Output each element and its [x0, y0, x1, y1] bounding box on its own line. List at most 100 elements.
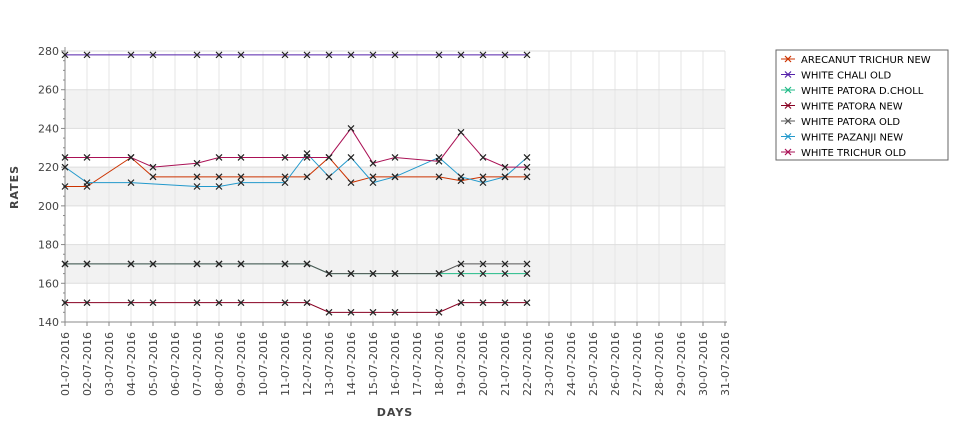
data-point [193, 51, 201, 59]
data-point [127, 260, 135, 268]
data-point [457, 173, 465, 181]
data-point [501, 299, 509, 307]
data-point [61, 51, 69, 59]
data-point [325, 270, 333, 278]
x-tick-label: 09-07-2016 [235, 332, 248, 396]
data-point [479, 154, 487, 161]
y-tick-label: 280 [38, 45, 59, 58]
x-axis-label: DAYS [377, 406, 413, 419]
data-point [281, 260, 289, 268]
data-point [523, 163, 531, 171]
data-point [391, 308, 399, 316]
y-tick-label: 220 [38, 161, 59, 174]
data-point [369, 308, 377, 316]
data-point [127, 51, 135, 59]
data-point [347, 308, 355, 316]
x-tick-label: 11-07-2016 [279, 332, 292, 396]
legend-swatch-marker [784, 86, 792, 94]
x-tick-label: 12-07-2016 [301, 332, 314, 396]
data-point [61, 260, 69, 268]
data-point [237, 51, 245, 59]
data-point [457, 51, 465, 59]
series-line [65, 302, 527, 313]
series-line [65, 156, 527, 187]
x-tick-label: 27-07-2016 [631, 332, 644, 396]
x-tick-label: 08-07-2016 [213, 332, 226, 396]
data-point [523, 51, 531, 59]
legend: ARECANUT TRICHUR NEW WHITE CHALI OLD WHITE… [775, 49, 949, 161]
data-point [193, 183, 201, 190]
data-point [479, 299, 487, 307]
x-tick-label: 02-07-2016 [81, 332, 94, 396]
x-tick-label: 06-07-2016 [169, 332, 182, 396]
x-tick-label: 26-07-2016 [609, 332, 622, 396]
data-point [523, 260, 531, 268]
x-tick-label: 30-07-2016 [697, 332, 710, 396]
legend-swatch-marker [784, 71, 792, 78]
data-point [479, 173, 487, 181]
series-line [65, 127, 527, 168]
legend-swatch-marker [784, 133, 792, 140]
data-point [215, 154, 223, 161]
data-point [479, 270, 487, 278]
data-point [523, 154, 531, 161]
data-point [83, 260, 91, 268]
data-point [215, 260, 223, 268]
data-point [457, 260, 465, 268]
data-point [347, 51, 355, 59]
data-point [127, 179, 135, 187]
data-point [391, 173, 399, 181]
data-point [193, 159, 201, 167]
data-point [479, 260, 487, 268]
data-point [281, 299, 289, 307]
x-tick-label: 04-07-2016 [125, 332, 138, 396]
data-point [237, 299, 245, 307]
legend-label: WHITE PAZANJI NEW [801, 133, 903, 144]
data-point [523, 299, 531, 307]
y-tick-label: 200 [38, 200, 59, 213]
data-point [325, 154, 333, 161]
data-point [215, 299, 223, 307]
x-tick-label: 21-07-2016 [499, 332, 512, 396]
data-point [303, 299, 311, 307]
x-tick-label: 31-07-2016 [719, 332, 732, 396]
data-point [303, 173, 311, 181]
data-point [347, 125, 355, 132]
data-point [149, 51, 157, 59]
data-point [215, 173, 223, 181]
data-point [523, 270, 531, 278]
x-tick-label: 19-07-2016 [455, 332, 468, 396]
y-tick-labels: 140 160 180 200 220 240 260 280 [38, 45, 59, 329]
data-point [281, 51, 289, 59]
data-point [303, 51, 311, 59]
data-point [501, 173, 509, 181]
data-point [457, 299, 465, 307]
data-point [303, 154, 311, 161]
legend-swatch-marker [784, 117, 792, 125]
legend-label: WHITE PATORA OLD [801, 117, 900, 128]
data-point [61, 163, 69, 171]
x-tick-labels: 01-07-2016 02-07-2016 03-07-2016 04-07-2016… [59, 332, 732, 396]
data-point [391, 154, 399, 161]
data-point [369, 159, 377, 167]
y-tick-label: 140 [38, 316, 59, 329]
data-point [391, 51, 399, 59]
data-point [325, 51, 333, 59]
data-point [215, 183, 223, 190]
data-point [127, 299, 135, 307]
x-tick-label: 25-07-2016 [587, 332, 600, 396]
x-tick-label: 16-07-2016 [389, 332, 402, 396]
data-point [457, 270, 465, 278]
data-point [369, 270, 377, 278]
data-point [61, 183, 69, 190]
x-tick-label: 01-07-2016 [59, 332, 72, 396]
data-point [83, 299, 91, 307]
y-tick-label: 260 [38, 84, 59, 97]
data-point [501, 163, 509, 171]
data-point [391, 270, 399, 278]
data-point [435, 157, 443, 165]
data-point [281, 173, 289, 181]
legend-label: ARECANUT TRICHUR NEW [801, 55, 931, 66]
data-point [193, 173, 201, 181]
